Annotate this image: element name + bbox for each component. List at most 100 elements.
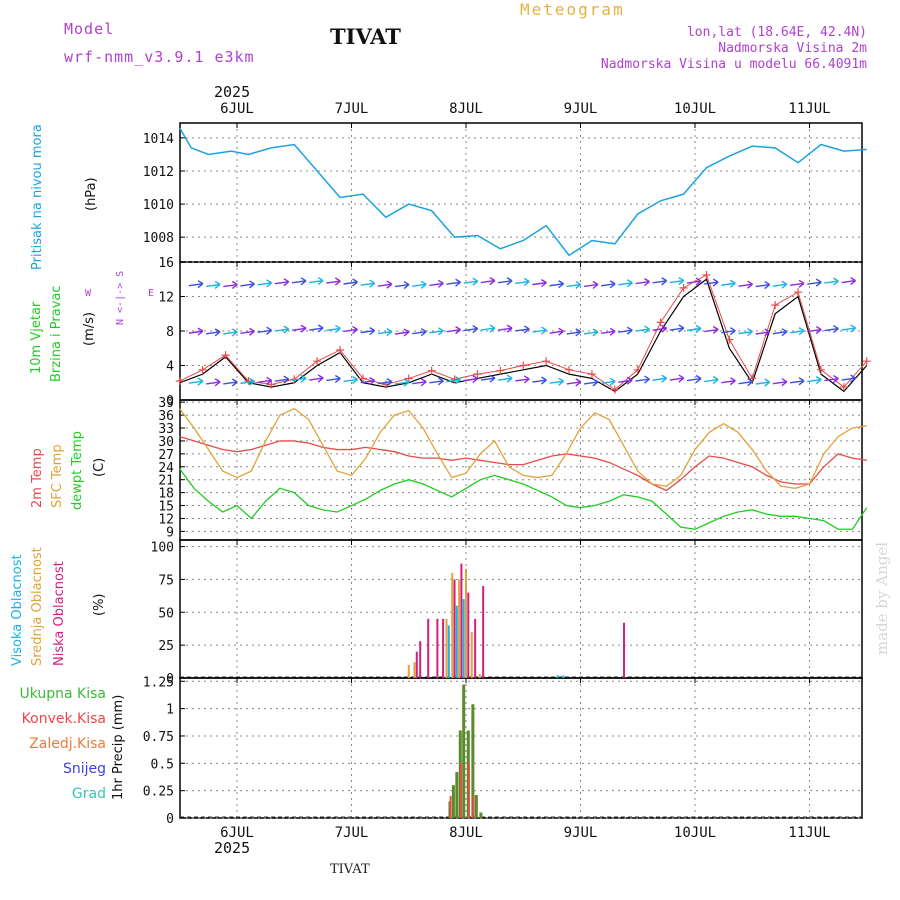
cloud-low-bar [474,618,477,678]
wind-direction-arrow [326,277,341,286]
wind-direction-arrow [566,280,582,289]
wind-direction-arrow [583,378,599,387]
cloud-low-bar [442,618,445,678]
wind-gust-mark [565,365,574,374]
cloud-low-bar [467,592,470,678]
y-tick-label: 0 [166,672,174,687]
wind-direction-arrow [721,377,736,386]
lonlat-label: lon,lat (18.64E, 42.4N) [686,25,867,40]
cloud-mid-bar [407,664,410,678]
y-tick-label: 12 [158,512,174,527]
wind-direction-arrow [635,325,650,334]
wind-direction-arrow [566,328,582,337]
wind-direction-arrow [549,377,565,386]
wind-direction-arrow [188,280,204,289]
wind-gust-mark [221,351,230,360]
wind-direction-arrow [841,324,857,333]
compass-west: W [85,288,92,299]
wind-direction-arrow [463,375,479,384]
model-name: wrf-nmm_v3.9.1 e3km [64,48,255,66]
cloud-high-bar [455,605,458,678]
wind-direction-arrow [412,328,427,337]
wind-gust-mark [633,365,642,374]
wind-gust-mark [336,345,345,354]
legend-snow: Snijeg [62,761,106,777]
wind-direction-arrow [412,378,427,387]
wind-direction-arrow [429,279,444,288]
wind-direction-arrow [360,327,376,336]
elevation-label: Nadmorska Visina 2m [718,41,867,56]
wind-direction-arrow [824,324,839,334]
wind-direction-arrow [618,326,633,335]
day-label-top: 11JUL [788,101,830,117]
cloud-mid-bar [413,662,416,678]
wind-direction-arrow [377,280,393,289]
wind-direction-arrow [532,376,547,385]
y-tick-label: 1010 [143,198,174,213]
wind-direction-arrow [635,278,650,287]
cloud-high-bar [562,675,565,678]
wind-direction-arrow [652,277,668,286]
wind-direction-arrow [601,280,616,289]
wind-direction-arrow [274,375,290,384]
wind-direction-arrow [738,280,753,289]
y-tick-label: 1012 [143,165,174,180]
y-tick-label: 1 [166,703,174,718]
y-tick-label: 27 [158,448,174,463]
wind-gust-mark [771,301,780,310]
wind-direction-arrow [686,374,702,384]
wind-direction-arrow [532,326,547,335]
y-tick-label: 8 [166,325,174,340]
wind-direction-arrow [188,327,204,336]
cloud-low-bar [482,586,485,678]
wind-direction-arrow [412,280,427,289]
wind-gust-mark [496,366,505,375]
day-label-top: 10JUL [674,101,716,117]
wind-direction-arrow [497,277,513,286]
cloud-low-bar [623,622,626,678]
wind-direction-arrow [223,328,238,337]
y-tick-label: 36 [158,409,174,424]
footer-station: TIVAT [330,862,370,877]
wind-direction-arrow [446,326,461,335]
wind-direction-arrow [497,324,513,333]
wind-gust-mark [587,370,596,379]
wind-gust-mark [473,370,482,379]
y-tick-label: 39 [158,396,174,411]
wind-direction-arrow [463,277,479,286]
temp-2m-line [179,435,867,492]
y-tick-label: 1.25 [143,675,174,690]
wind-direction-arrow [772,378,788,387]
wind-gust-mark [427,366,436,375]
wind-direction-arrow [223,280,238,290]
wind-direction-arrow [772,280,788,289]
wind-gust-mark [450,375,459,384]
wind-gust-mark [702,270,711,279]
wind-direction-arrow [515,277,530,287]
day-label-bottom: 10JUL [674,825,716,841]
y-tick-label: 0.25 [143,785,174,800]
wind-gust-mark [313,357,322,366]
y-tick-label: 15 [158,500,174,515]
wind-direction-arrow [240,327,255,336]
cloud-mid-bar [470,632,473,678]
precip-total-bar [479,812,483,818]
pressure-line [179,127,867,257]
y-tick-label: 21 [158,474,174,489]
panel-frame [179,539,863,679]
wind-direction-arrow [601,327,616,336]
cloud-mid-bar [465,568,467,678]
legend-total-precip: Ukupna Kisa [19,686,106,702]
wind-direction-arrow [206,378,221,387]
panel-frame [179,399,863,541]
wind-direction-arrow [326,324,341,334]
wind-direction-arrow [394,280,410,290]
cloud-low-bar [415,651,418,678]
cloud-high-bar [462,599,465,678]
wind-direction-arrow [721,327,736,336]
wind-direction-arrow [669,276,685,286]
wind-gust-mark [358,374,367,383]
cloud-low-bar [460,563,463,678]
wind-direction-arrow [291,374,307,383]
